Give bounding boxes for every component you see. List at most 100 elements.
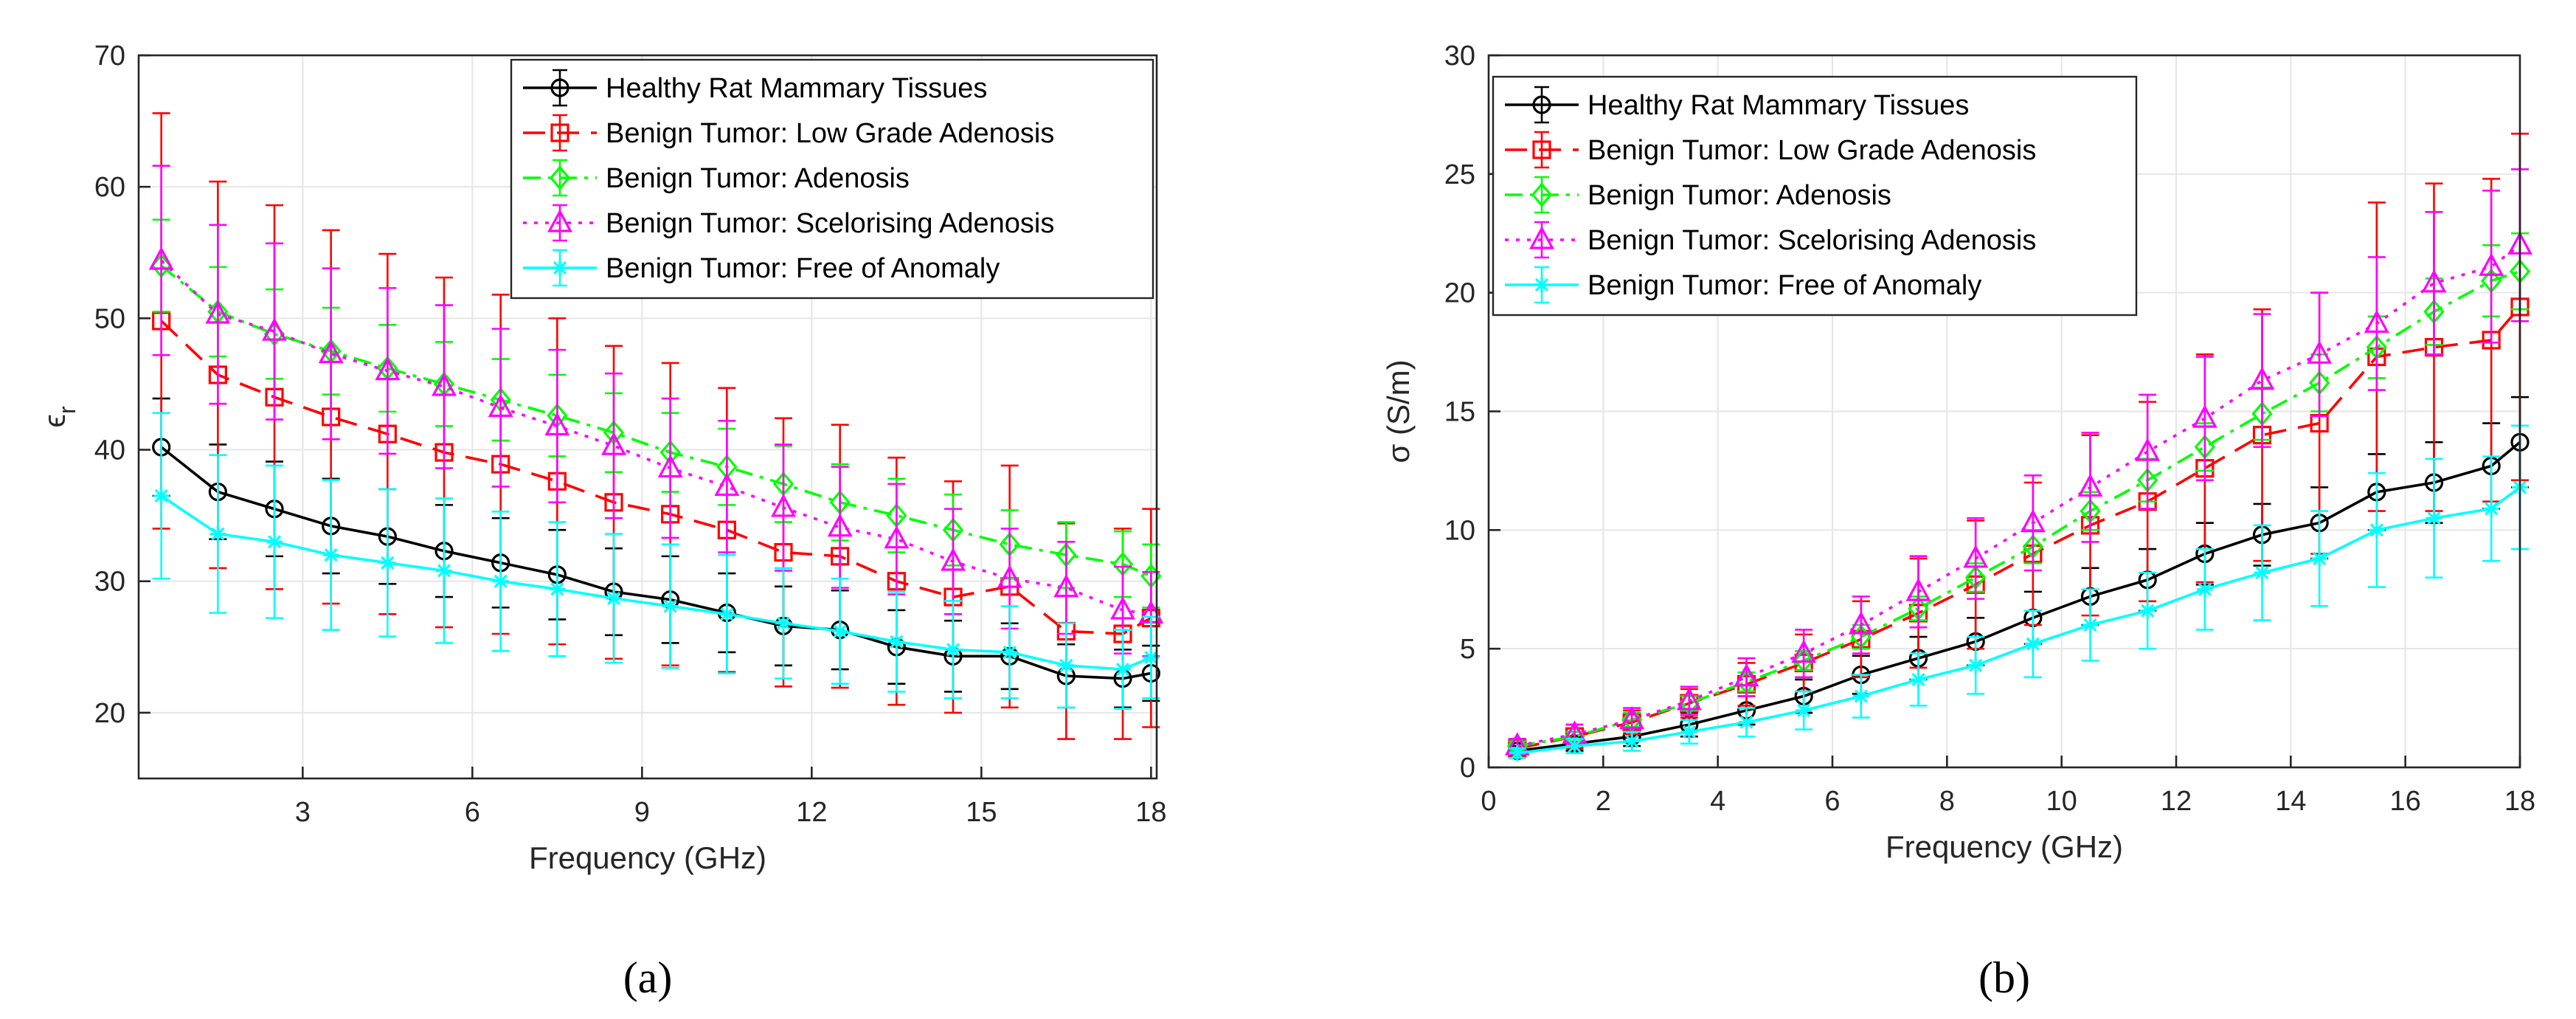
data-point [2077, 473, 2103, 497]
y-tick-label: 30 [94, 567, 125, 598]
data-point [2364, 309, 2389, 334]
data-point [210, 525, 226, 542]
data-point [2421, 269, 2447, 293]
data-point [2311, 550, 2328, 567]
data-point [1791, 639, 1817, 663]
data-point [1905, 578, 1931, 601]
data-point [2192, 404, 2217, 428]
x-tick-label: 8 [1939, 786, 1955, 817]
data-point [827, 513, 853, 537]
data-point [262, 317, 287, 341]
legend-entry-1: Benign Tumor: Low Grade Adenosis [1505, 131, 2036, 169]
x-axis-label: Frequency (GHz) [1886, 829, 2123, 864]
data-point [1509, 745, 1526, 761]
legend-label: Benign Tumor: Low Grade Adenosis [1588, 135, 2036, 166]
error-bar [718, 420, 736, 553]
legend-entry-2: Benign Tumor: Adenosis [523, 159, 910, 197]
error-bar [605, 372, 623, 519]
data-point [436, 562, 452, 579]
legend-label: Benign Tumor: Free of Anomaly [1588, 270, 1981, 301]
data-point [379, 554, 396, 571]
legend-label: Healthy Rat Mammary Tissues [606, 73, 987, 104]
data-point [1796, 702, 1812, 719]
legend-entry-3: Benign Tumor: Scelorising Adenosis [523, 204, 1054, 242]
x-tick-label: 14 [2275, 786, 2306, 817]
legend-label: Benign Tumor: Adenosis [606, 163, 910, 194]
x-tick-label: 3 [295, 797, 311, 828]
legend-box [510, 58, 1154, 300]
y-tick-label: 25 [1444, 159, 1475, 190]
data-point [1676, 687, 1702, 711]
series-3 [1504, 168, 2532, 756]
error-bar [2482, 190, 2501, 344]
data-point [1967, 657, 1984, 674]
data-point [266, 533, 283, 550]
x-axis: 0 2 4 6 8 10 12 14 16 18 [1481, 756, 2535, 817]
x-axis: 3 6 9 12 15 18 [295, 767, 1166, 828]
data-point [2020, 508, 2046, 533]
data-point [606, 590, 622, 607]
data-point [719, 606, 735, 623]
legend-entry-3: Benign Tumor: Scelorising Adenosis [1505, 221, 2036, 259]
data-point [2479, 252, 2504, 276]
legend-label: Healthy Rat Mammary Tissues [1588, 90, 1969, 121]
data-point [714, 472, 740, 497]
data-point [2254, 564, 2271, 581]
y-axis: 20 30 40 50 60 70 [94, 41, 150, 729]
data-point [432, 373, 457, 396]
data-point [601, 432, 626, 455]
data-point [831, 623, 848, 640]
x-tick-label: 16 [2390, 786, 2421, 817]
data-point [657, 454, 683, 478]
data-point [2368, 522, 2385, 539]
error-bar [322, 267, 340, 441]
legend-entry-4: Benign Tumor: Free of Anomaly [1505, 266, 1981, 304]
panel-a-permittivity-chart: 3 6 9 12 15 18 20 30 40 50 60 70 Frequency (GHz) ϵr He… [37, 41, 1166, 1002]
data-point [1848, 611, 1874, 635]
data-point [1566, 738, 1583, 755]
error-bar [548, 348, 567, 504]
x-tick-label: 9 [634, 797, 650, 828]
error-bar [2253, 313, 2271, 449]
legend-marker [549, 165, 571, 190]
data-point [492, 573, 509, 590]
data-point [1624, 733, 1641, 750]
x-axis-label: Frequency (GHz) [529, 840, 766, 875]
x-tick-label: 18 [1135, 797, 1166, 828]
data-point [1143, 649, 1160, 666]
data-point [544, 412, 570, 436]
legend-marker [1531, 182, 1553, 207]
data-point [1738, 714, 1755, 730]
legend-label: Benign Tumor: Scelorising Adenosis [1588, 225, 2036, 256]
data-point [2082, 617, 2099, 633]
x-tick-label: 12 [796, 797, 827, 828]
legend-marker [550, 123, 569, 142]
data-point [997, 564, 1022, 588]
panel-b-conductivity-chart: 0 2 4 6 8 10 12 14 16 18 0 5 10 15 20 25 30 Frequency (GH… [1381, 41, 2535, 1002]
data-point [1001, 643, 1018, 660]
data-point [884, 525, 910, 549]
error-bar [266, 242, 283, 421]
y-tick-label: 40 [94, 435, 125, 466]
y-tick-label: 30 [1444, 41, 1475, 72]
y-tick-label: 5 [1460, 634, 1475, 665]
data-point [775, 615, 792, 632]
data-point [2139, 602, 2156, 619]
data-point [1963, 545, 1989, 568]
x-tick-label: 10 [2046, 786, 2077, 817]
data-point [1110, 596, 1135, 620]
legend-entry-1: Benign Tumor: Low Grade Adenosis [523, 114, 1054, 152]
data-point [1115, 661, 1131, 678]
data-point [945, 641, 961, 658]
data-point [2196, 581, 2213, 598]
data-point [1619, 705, 1645, 730]
series-4 [152, 412, 1160, 710]
legend-label: Benign Tumor: Scelorising Adenosis [606, 208, 1054, 239]
data-point [2426, 510, 2442, 527]
data-point [888, 633, 905, 650]
axes-frame [137, 54, 1158, 780]
x-tick-label: 12 [2161, 786, 2192, 817]
y-tick-label: 20 [1444, 278, 1475, 309]
x-tick-label: 18 [2504, 786, 2535, 817]
